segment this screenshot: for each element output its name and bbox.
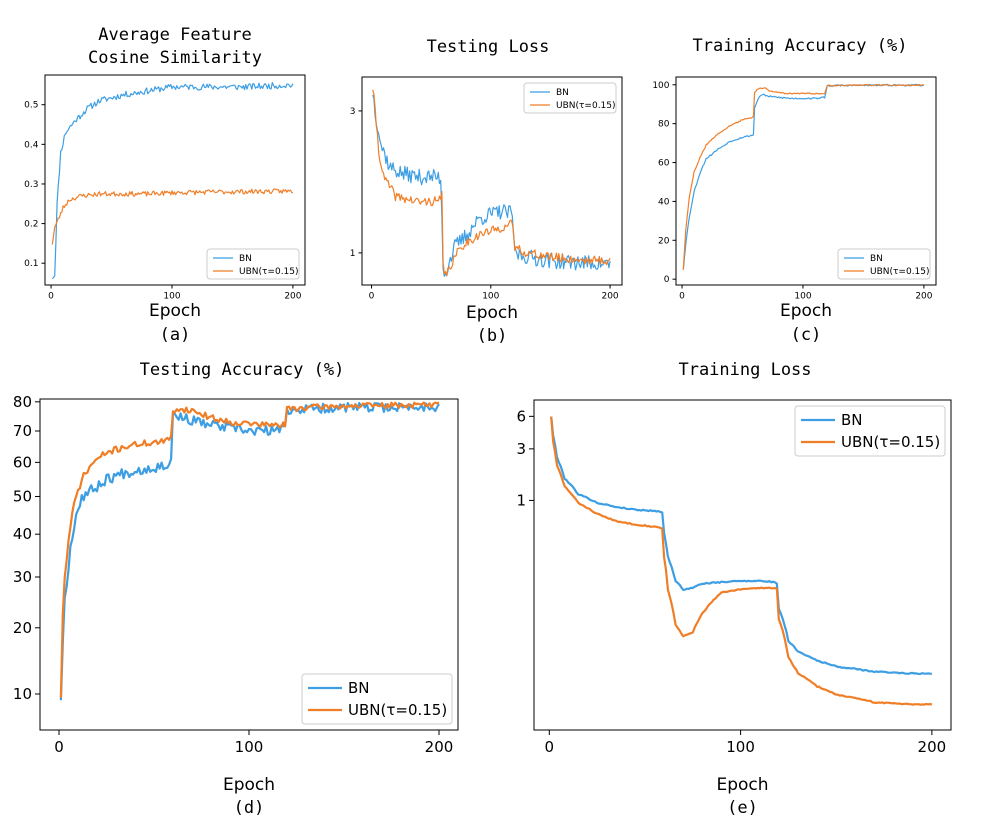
y-tick-label: 50 [13,487,32,505]
y-tick-label: 3 [350,107,356,117]
subfigure-caption: (e) [727,798,758,818]
legend-label-ubn: UBN(τ=0.15) [239,267,299,277]
y-tick-label: 0.5 [24,101,38,111]
legend-box [301,673,453,725]
series-line-ubn [372,89,611,277]
y-tick-label: 40 [13,525,32,543]
y-tick-label: 10 [13,685,32,703]
legend-label-bn: BN [870,254,883,264]
x-axis-label: Epoch [716,775,768,795]
plot-lines [59,401,440,701]
x-tick-label: 100 [794,292,811,302]
chart-title-line: Average Feature [98,25,252,45]
legend-label-ubn: UBN(τ=0.15) [841,433,940,451]
y-tick-label: 0.1 [24,259,38,269]
x-tick-label: 200 [425,738,454,756]
y-tick-label: 1 [516,491,526,509]
series-line-ubn [682,84,925,270]
x-tick-label: 0 [369,292,375,302]
x-tick-label: 100 [726,738,755,756]
x-tick-label: 0 [545,738,555,756]
x-axis-label: Epoch [780,301,832,321]
chart-title-line: Testing Loss [427,37,550,57]
chart-e: Training Loss 0 100 200 1 3 6 BN UBN(τ=0.15) Epoc… [516,360,952,818]
chart-title-line: Testing Accuracy (%) [140,360,345,380]
plot-lines [372,89,611,277]
y-tick-label: 0.2 [24,220,38,230]
x-tick-label: 200 [601,292,618,302]
x-tick-label: 0 [48,292,54,302]
subfigure-caption: (a) [160,325,191,345]
chart-c: Training Accuracy (%) 0 100 200 0 20 40 60 80 100… [652,36,937,345]
series-line-bn [372,94,611,277]
subfigure-caption: (d) [234,798,265,818]
axes-frame [533,399,952,731]
legend: BN UBN(τ=0.15) [206,248,300,280]
chart-title-line: Cosine Similarity [88,48,262,68]
x-tick-label: 200 [284,292,301,302]
legend-label-bn: BN [239,254,252,264]
chart-title-line: Training Loss [678,360,811,380]
chart-b: Testing Loss 0 100 200 1 3 BN UBN(τ=0.15) Epoch (… [350,37,623,346]
axes-frame [361,76,623,286]
y-tick-label: 60 [658,159,670,169]
legend-label-bn: BN [348,679,370,697]
legend-label-ubn: UBN(τ=0.15) [556,101,616,111]
legend-box [794,405,946,457]
legend: BN UBN(τ=0.15) [523,82,617,114]
legend-label-bn: BN [841,411,863,429]
x-tick-label: 200 [918,738,947,756]
legend: BN UBN(τ=0.15) [301,673,453,725]
y-tick-label: 80 [658,120,670,130]
x-tick-label: 0 [679,292,685,302]
series-line-bn [51,82,294,280]
y-tick-label: 70 [13,422,32,440]
y-tick-label: 20 [658,236,670,246]
legend: BN UBN(τ=0.15) [837,248,931,280]
legend-label-ubn: UBN(τ=0.15) [348,701,447,719]
x-tick-label: 100 [235,738,264,756]
y-tick-label: 6 [516,407,526,425]
y-tick-label: 0.3 [24,180,38,190]
chart-title-line: Training Accuracy (%) [693,36,908,56]
plot-lines [550,416,933,706]
series-line-bn [682,83,925,270]
chart-d: Testing Accuracy (%) 0 100 200 10 20 30 40 50 60 7… [13,360,459,818]
legend-label-bn: BN [556,88,569,98]
series-line-ubn [51,188,294,245]
axes-frame [44,74,306,286]
subfigure-caption: (b) [477,326,508,346]
y-tick-label: 40 [658,197,670,207]
plot-lines [51,82,294,280]
x-axis-label: Epoch [223,775,275,795]
legend-label-ubn: UBN(τ=0.15) [870,267,930,277]
axes-frame [675,76,937,286]
y-tick-label: 3 [516,440,526,458]
x-axis-label: Epoch [149,301,201,321]
chart-a: Average Feature Cosine Similarity 0 100 200 0… [24,25,306,345]
series-line-bn [59,402,440,701]
y-tick-label: 0.4 [24,140,39,150]
y-tick-label: 20 [13,619,32,637]
y-tick-label: 0 [664,275,670,285]
y-tick-label: 60 [13,453,32,471]
y-tick-label: 30 [13,568,32,586]
y-tick-label: 100 [652,81,669,91]
subfigure-caption: (c) [791,325,822,345]
y-tick-label: 80 [13,393,32,411]
y-tick-label: 1 [350,249,356,259]
x-axis-label: Epoch [466,303,518,323]
x-tick-label: 0 [54,738,64,756]
x-tick-label: 100 [163,292,180,302]
x-tick-label: 200 [915,292,932,302]
series-line-ubn [550,416,933,706]
legend: BN UBN(τ=0.15) [794,405,946,457]
series-line-ubn [59,401,440,698]
x-tick-label: 100 [482,292,499,302]
plot-lines [682,83,925,270]
series-line-bn [550,416,932,676]
